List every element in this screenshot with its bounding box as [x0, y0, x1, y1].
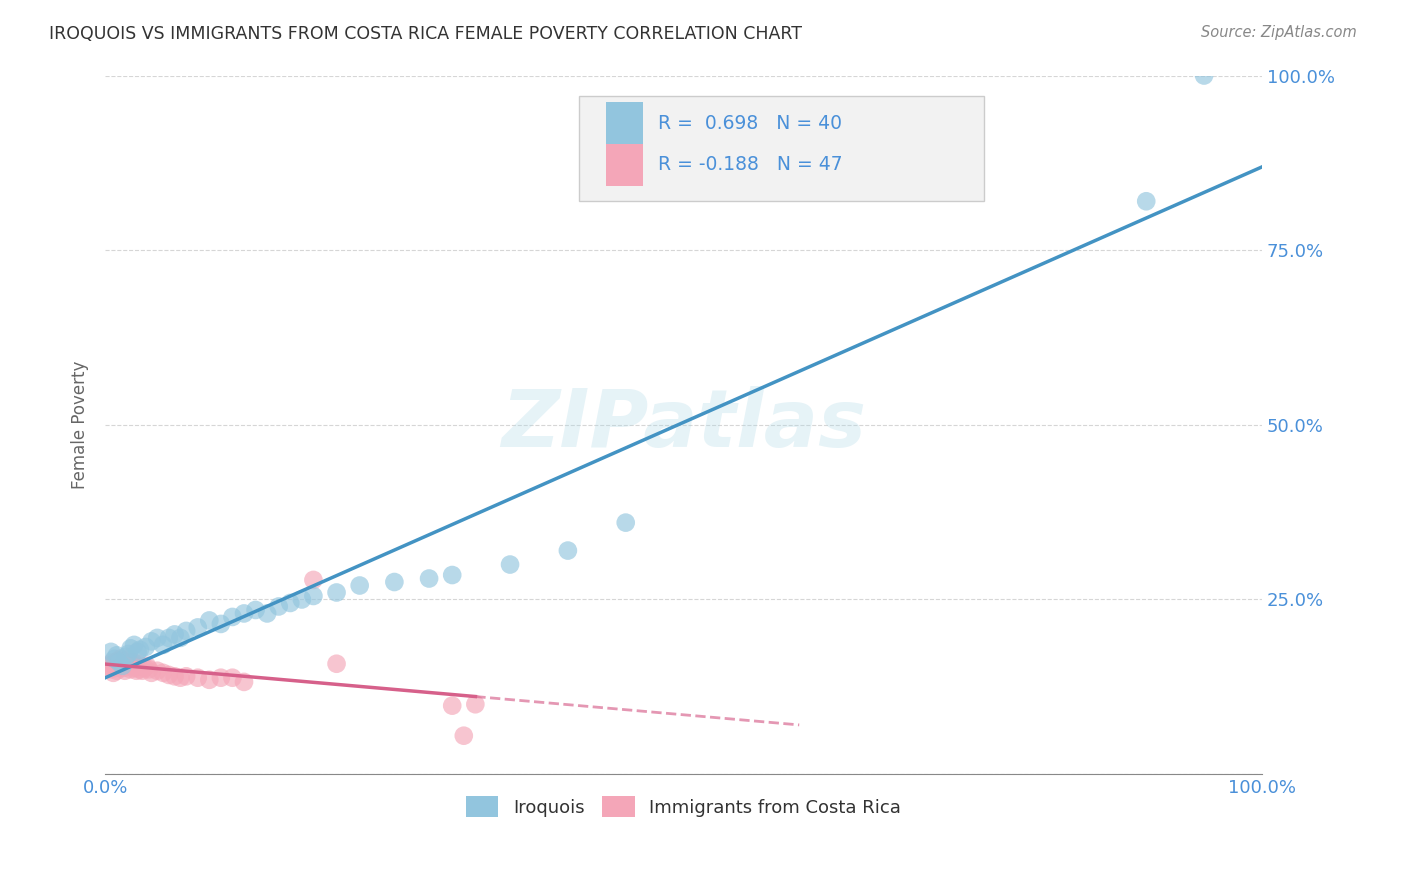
Point: [146, 631, 169, 645]
Point: [125, 664, 148, 678]
Point: [122, 656, 145, 670]
Point: [134, 661, 156, 675]
Point: [499, 558, 522, 572]
Point: [120, 641, 142, 656]
Point: [129, 662, 152, 676]
Point: [117, 647, 139, 661]
Point: [233, 607, 256, 621]
Point: [105, 664, 128, 678]
FancyBboxPatch shape: [606, 103, 643, 144]
Point: [302, 573, 325, 587]
Point: [209, 616, 232, 631]
Point: [111, 658, 134, 673]
Point: [278, 596, 301, 610]
Point: [384, 574, 406, 589]
Point: [110, 658, 132, 673]
Point: [349, 578, 371, 592]
Point: [418, 572, 440, 586]
Point: [157, 631, 180, 645]
FancyBboxPatch shape: [606, 145, 643, 186]
Point: [127, 657, 149, 671]
Point: [135, 640, 157, 654]
Point: [1135, 194, 1157, 209]
Point: [103, 652, 125, 666]
Text: R = -0.188   N = 47: R = -0.188 N = 47: [658, 155, 842, 175]
Point: [100, 662, 122, 676]
Point: [115, 649, 138, 664]
Point: [233, 674, 256, 689]
Point: [108, 658, 131, 673]
Point: [245, 603, 267, 617]
Point: [464, 698, 486, 712]
Point: [174, 624, 197, 638]
Point: [557, 543, 579, 558]
Point: [141, 665, 163, 680]
Point: [112, 661, 135, 675]
Point: [115, 656, 138, 670]
Point: [131, 664, 153, 678]
Point: [104, 661, 127, 675]
Text: R =  0.698   N = 40: R = 0.698 N = 40: [658, 113, 842, 133]
Point: [453, 729, 475, 743]
Point: [117, 652, 139, 666]
Y-axis label: Female Poverty: Female Poverty: [72, 360, 89, 489]
Point: [221, 610, 243, 624]
Point: [256, 607, 278, 621]
Point: [135, 658, 157, 673]
Point: [198, 673, 221, 687]
Point: [187, 671, 209, 685]
Point: [110, 652, 132, 666]
Point: [221, 671, 243, 685]
Point: [103, 657, 125, 671]
Point: [124, 661, 146, 675]
Point: [325, 585, 347, 599]
Point: [107, 654, 129, 668]
Point: [122, 658, 145, 673]
Point: [187, 620, 209, 634]
Point: [97, 658, 120, 673]
Point: [121, 658, 143, 673]
Point: [614, 516, 637, 530]
Point: [129, 642, 152, 657]
Point: [441, 568, 464, 582]
Text: IROQUOIS VS IMMIGRANTS FROM COSTA RICA FEMALE POVERTY CORRELATION CHART: IROQUOIS VS IMMIGRANTS FROM COSTA RICA F…: [49, 25, 803, 43]
Text: Source: ZipAtlas.com: Source: ZipAtlas.com: [1201, 25, 1357, 40]
Point: [174, 669, 197, 683]
Point: [163, 669, 186, 683]
Point: [1192, 69, 1215, 83]
Point: [169, 671, 191, 685]
FancyBboxPatch shape: [579, 96, 984, 202]
Point: [291, 592, 314, 607]
Point: [325, 657, 347, 671]
Point: [111, 657, 134, 671]
Legend: Iroquois, Immigrants from Costa Rica: Iroquois, Immigrants from Costa Rica: [458, 789, 908, 824]
Point: [118, 657, 141, 671]
Point: [163, 627, 186, 641]
Point: [138, 662, 160, 676]
Point: [209, 671, 232, 685]
Point: [114, 664, 136, 678]
Point: [127, 645, 149, 659]
Point: [441, 698, 464, 713]
Point: [198, 614, 221, 628]
Point: [120, 662, 142, 676]
Point: [103, 665, 125, 680]
Point: [152, 638, 174, 652]
Point: [169, 631, 191, 645]
Point: [157, 668, 180, 682]
Point: [141, 634, 163, 648]
Point: [115, 658, 138, 673]
Point: [101, 656, 124, 670]
Point: [122, 638, 145, 652]
Point: [267, 599, 290, 614]
Point: [108, 656, 131, 670]
Point: [152, 665, 174, 680]
Point: [100, 645, 122, 659]
Point: [105, 648, 128, 663]
Point: [146, 664, 169, 678]
Point: [302, 589, 325, 603]
Text: ZIPatlas: ZIPatlas: [501, 386, 866, 464]
